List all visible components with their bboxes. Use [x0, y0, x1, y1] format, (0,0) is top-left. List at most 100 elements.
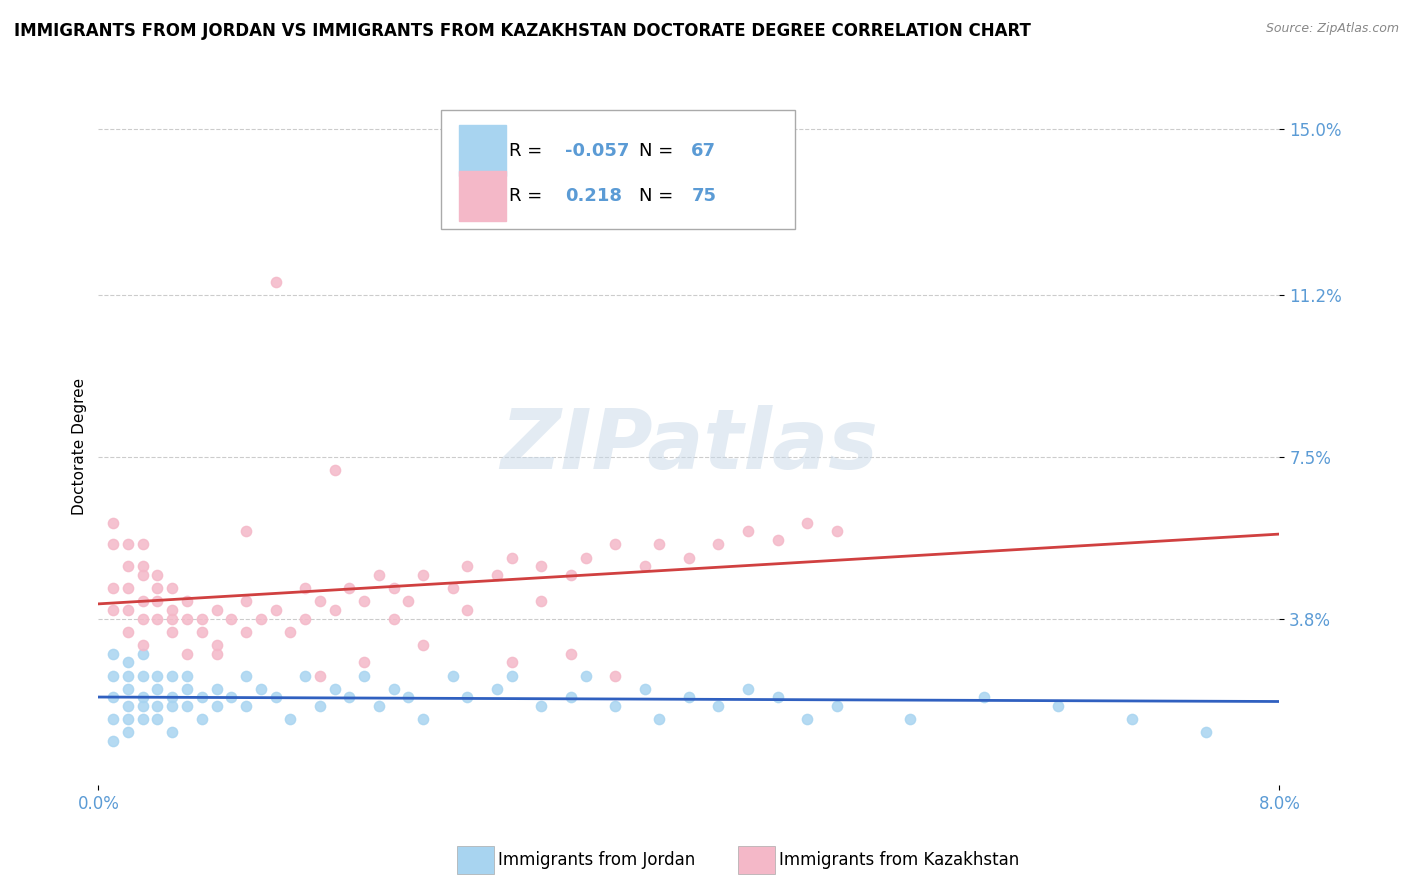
- Point: [117, 559, 139, 574]
- Point: [323, 463, 346, 477]
- Text: R =: R =: [509, 187, 548, 205]
- Point: [707, 537, 730, 551]
- Point: [162, 699, 183, 714]
- Point: [796, 712, 818, 726]
- Point: [368, 699, 391, 714]
- Text: Immigrants from Jordan: Immigrants from Jordan: [498, 851, 695, 869]
- Point: [280, 624, 302, 639]
- Point: [146, 581, 169, 595]
- Point: [737, 681, 759, 696]
- Point: [648, 712, 671, 726]
- Point: [398, 594, 420, 608]
- Point: [162, 581, 183, 595]
- Point: [900, 712, 922, 726]
- Point: [132, 690, 155, 705]
- Point: [235, 524, 257, 539]
- Point: [530, 559, 553, 574]
- Point: [176, 647, 198, 661]
- Point: [162, 690, 183, 705]
- Point: [191, 712, 214, 726]
- Point: [280, 712, 302, 726]
- Point: [648, 537, 671, 551]
- Point: [235, 699, 257, 714]
- Point: [294, 581, 316, 595]
- Point: [309, 699, 332, 714]
- Point: [634, 559, 657, 574]
- Point: [353, 594, 375, 608]
- Point: [825, 524, 848, 539]
- Point: [103, 690, 125, 705]
- Point: [323, 603, 346, 617]
- Point: [605, 699, 627, 714]
- Point: [117, 668, 139, 682]
- FancyBboxPatch shape: [458, 170, 506, 221]
- Point: [176, 668, 198, 682]
- Text: N =: N =: [640, 187, 679, 205]
- Text: IMMIGRANTS FROM JORDAN VS IMMIGRANTS FROM KAZAKHSTAN DOCTORATE DEGREE CORRELATIO: IMMIGRANTS FROM JORDAN VS IMMIGRANTS FRO…: [14, 22, 1031, 40]
- Y-axis label: Doctorate Degree: Doctorate Degree: [72, 377, 87, 515]
- Point: [117, 656, 139, 670]
- Point: [103, 537, 125, 551]
- Point: [457, 559, 479, 574]
- Point: [162, 624, 183, 639]
- Point: [501, 550, 523, 565]
- Point: [176, 594, 198, 608]
- Point: [264, 690, 287, 705]
- Point: [382, 581, 405, 595]
- Point: [132, 712, 155, 726]
- Point: [339, 581, 361, 595]
- Point: [103, 516, 125, 530]
- Point: [323, 681, 346, 696]
- Text: R =: R =: [509, 142, 548, 160]
- Text: ZIPatlas: ZIPatlas: [501, 406, 877, 486]
- Point: [264, 275, 287, 289]
- Point: [205, 699, 228, 714]
- Point: [221, 690, 243, 705]
- Point: [353, 668, 375, 682]
- Point: [205, 603, 228, 617]
- Point: [796, 516, 818, 530]
- Point: [132, 568, 155, 582]
- Point: [353, 656, 375, 670]
- Point: [398, 690, 420, 705]
- Point: [605, 537, 627, 551]
- Point: [368, 568, 391, 582]
- Point: [1046, 699, 1070, 714]
- Point: [530, 594, 553, 608]
- Point: [825, 699, 848, 714]
- Point: [132, 668, 155, 682]
- Point: [605, 668, 627, 682]
- Point: [132, 638, 155, 652]
- Point: [117, 699, 139, 714]
- Point: [382, 612, 405, 626]
- Point: [412, 568, 434, 582]
- Text: 75: 75: [692, 187, 716, 205]
- Point: [103, 712, 125, 726]
- Point: [162, 725, 183, 739]
- Point: [191, 612, 214, 626]
- Point: [678, 550, 700, 565]
- Point: [766, 690, 789, 705]
- Point: [575, 668, 598, 682]
- Point: [176, 699, 198, 714]
- Point: [176, 612, 198, 626]
- Point: [235, 668, 257, 682]
- Point: [737, 524, 759, 539]
- Point: [117, 581, 139, 595]
- Point: [339, 690, 361, 705]
- Point: [457, 603, 479, 617]
- Text: 0.218: 0.218: [565, 187, 621, 205]
- Point: [162, 668, 183, 682]
- FancyBboxPatch shape: [441, 111, 796, 229]
- Point: [221, 612, 243, 626]
- Point: [501, 656, 523, 670]
- Point: [191, 690, 214, 705]
- Text: -0.057: -0.057: [565, 142, 630, 160]
- Point: [412, 638, 434, 652]
- Point: [103, 647, 125, 661]
- Point: [146, 612, 169, 626]
- Point: [146, 699, 169, 714]
- Point: [441, 668, 464, 682]
- Point: [412, 712, 434, 726]
- Point: [132, 537, 155, 551]
